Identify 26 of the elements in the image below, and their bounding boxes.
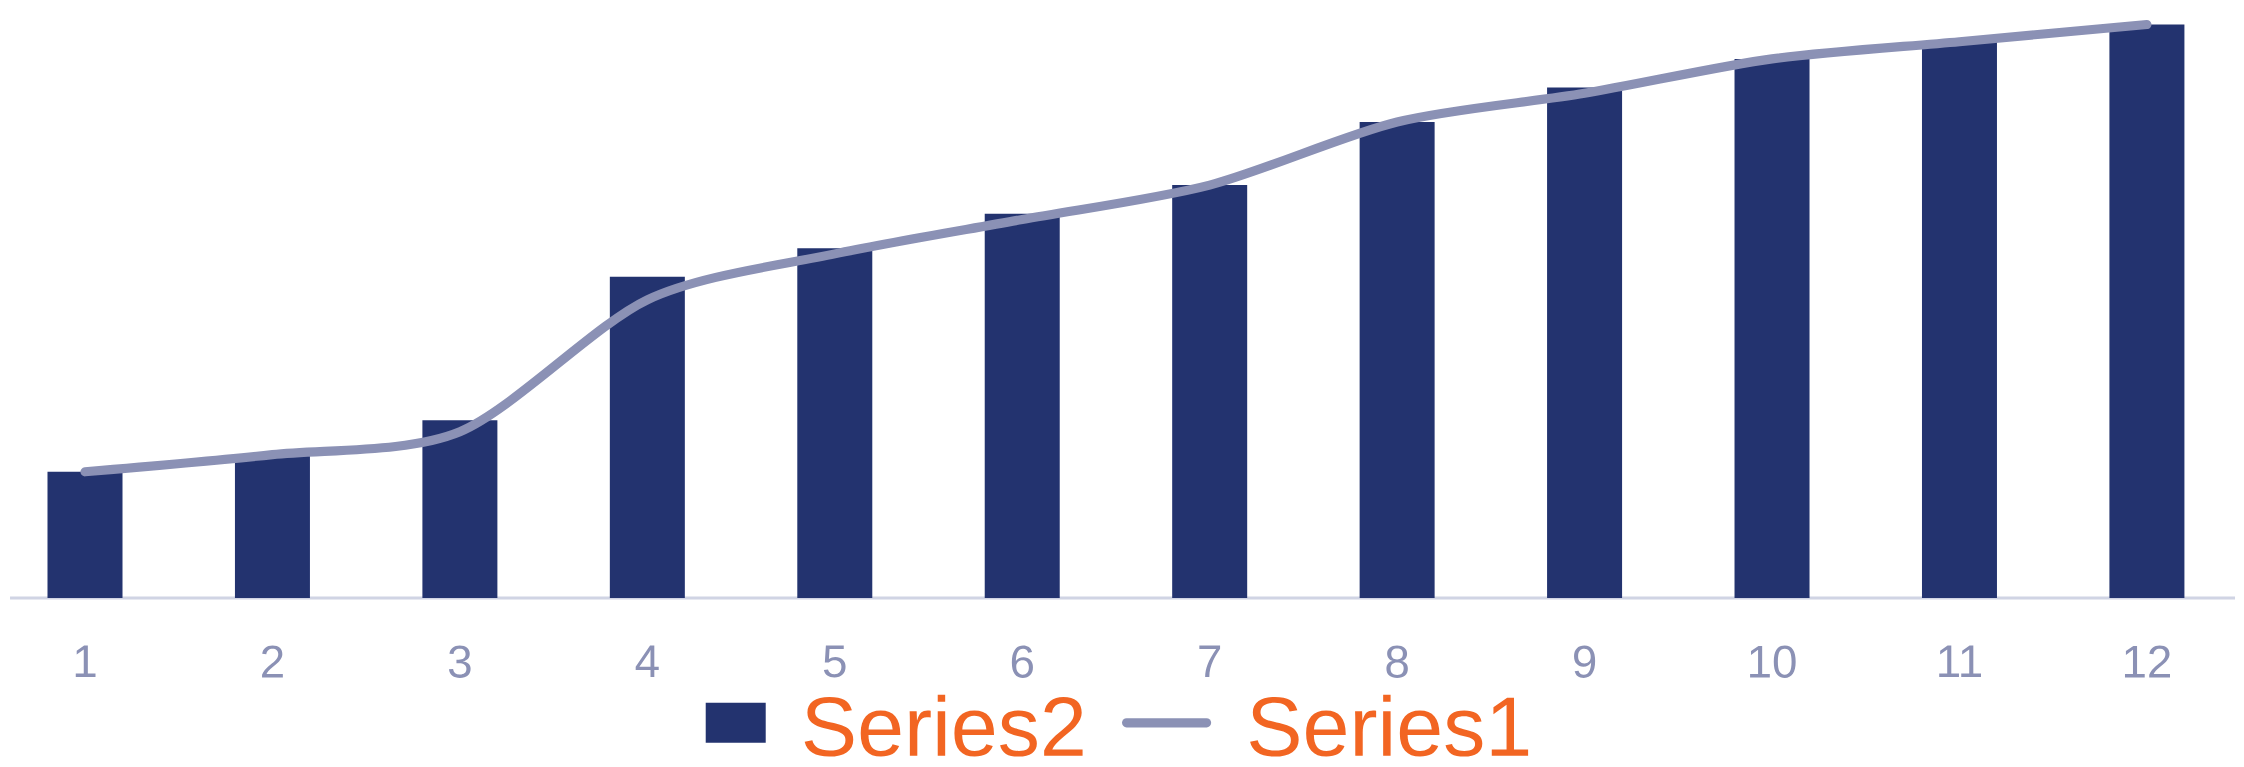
x-tick-label: 11 bbox=[1939, 645, 1981, 677]
x-tick-label: 6 bbox=[1011, 645, 1033, 678]
bar bbox=[797, 248, 873, 599]
x-tick-label: 12 bbox=[2124, 645, 2171, 678]
bar bbox=[422, 420, 498, 599]
x-tick-label: 10 bbox=[1750, 645, 1796, 678]
bar bbox=[609, 276, 685, 599]
x-tick-label: 4 bbox=[635, 645, 659, 677]
x-tick-label: 9 bbox=[1574, 645, 1596, 678]
x-tick-label: 8 bbox=[1386, 645, 1408, 678]
bar bbox=[1172, 185, 1248, 599]
bar bbox=[984, 213, 1060, 599]
x-tick-label: 5 bbox=[823, 645, 846, 678]
bar bbox=[1359, 121, 1435, 599]
bar bbox=[1547, 87, 1623, 599]
x-tick-label: 3 bbox=[448, 645, 471, 678]
x-tick-label: 2 bbox=[262, 645, 283, 678]
bar bbox=[1921, 41, 1997, 599]
bar bbox=[234, 454, 310, 599]
legend-label: Series1 bbox=[1250, 694, 1529, 757]
x-tick-label: 1 bbox=[75, 645, 96, 677]
bar bbox=[47, 471, 123, 599]
bar bbox=[2109, 24, 2185, 599]
x-tick-label: 7 bbox=[1199, 645, 1221, 677]
legend-label: Series2 bbox=[804, 694, 1083, 757]
bar bbox=[1734, 58, 1810, 599]
